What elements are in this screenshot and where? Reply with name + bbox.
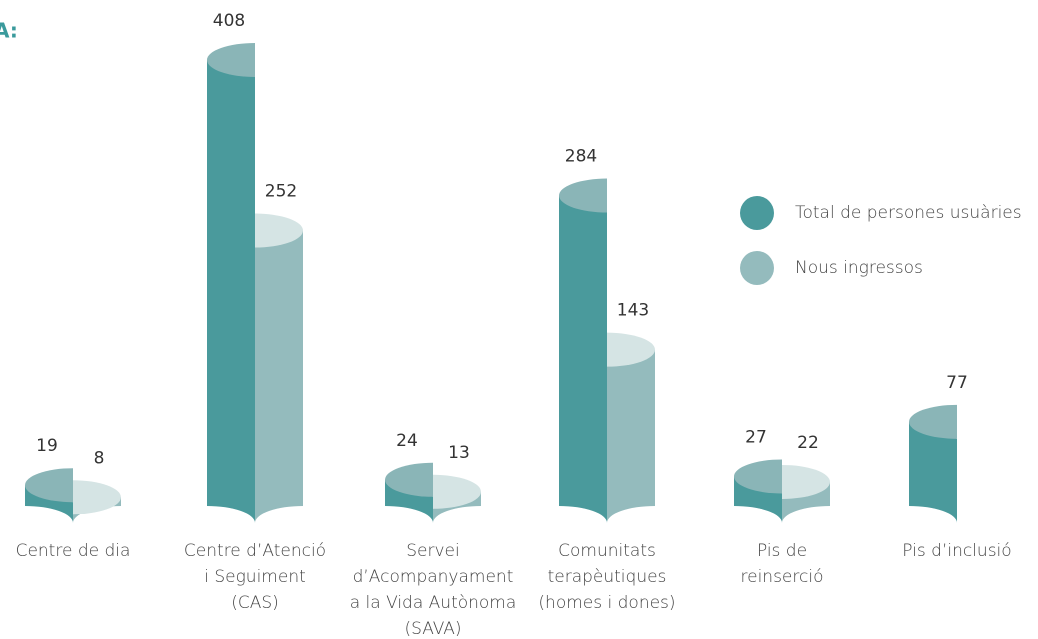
x-tick-label-line: Pis d’inclusió	[902, 541, 1011, 561]
value-label: 13	[448, 443, 470, 463]
cylinder-half	[909, 404, 957, 523]
x-tick-label-line: a la Vida Autònoma	[350, 593, 517, 613]
x-tick-label: Comunitats terapèutiques (homes i dones)	[538, 541, 675, 613]
cylinder-side	[909, 421, 957, 523]
cylinder-half	[559, 178, 607, 524]
cylinder-half	[73, 480, 121, 523]
cylinder-half	[255, 213, 303, 523]
value-label: 8	[94, 448, 105, 468]
x-tick-label: Pis d’inclusió	[902, 541, 1011, 561]
cylinder-top	[385, 462, 433, 497]
cylinder-top	[734, 459, 782, 494]
value-label: 77	[946, 373, 968, 393]
cylinder-top	[73, 480, 121, 515]
x-tick-label-line: Comunitats	[558, 541, 656, 561]
value-label: 284	[565, 147, 597, 167]
x-tick-label-line: Centre de dia	[16, 541, 131, 561]
x-tick-label-line: (CAS)	[231, 593, 279, 613]
legend-swatch	[740, 251, 774, 285]
legend-swatch	[740, 196, 774, 230]
x-tick-label: Centre d’Atenció i Seguiment (CAS)	[184, 541, 326, 613]
cylinder-half	[607, 332, 655, 523]
cylinder-side	[734, 476, 782, 523]
x-tick-label: Centre de dia	[16, 541, 131, 561]
cylinder-top	[607, 332, 655, 367]
cylinder-top	[782, 464, 831, 499]
cylinder-side	[255, 230, 303, 523]
cylinder-top	[433, 474, 482, 509]
x-tick-label-line: reinserció	[741, 567, 824, 587]
x-tick-label-line: Servei	[406, 541, 459, 561]
x-tick-label-line: i Seguiment	[204, 567, 306, 587]
cylinder-side	[207, 60, 255, 523]
value-label: 252	[265, 182, 297, 202]
x-tick-label-line: d’Acompanyament	[353, 567, 514, 587]
value-label: 143	[617, 301, 649, 321]
cylinder-top	[559, 178, 607, 213]
x-tick-label-line: terapèutiques	[548, 567, 667, 587]
value-label: 408	[213, 11, 245, 31]
value-label: 19	[36, 436, 58, 456]
x-tick-label-line: (SAVA)	[404, 619, 461, 639]
x-tick-label: Pis de reinserció	[741, 541, 824, 587]
cylinder-top	[255, 213, 303, 248]
legend-label: Total de persones usuàries	[795, 203, 1022, 223]
legend-label: Nous ingressos	[795, 258, 923, 278]
cylinder-half	[734, 459, 782, 523]
cylinder-side	[607, 349, 655, 523]
cylinder-side	[559, 195, 607, 524]
cylinder-top	[25, 468, 74, 503]
x-tick-label-line: Centre d’Atenció	[184, 541, 326, 561]
x-tick-label: Servei d’Acompanyament a la Vida Autònoma (…	[350, 541, 517, 639]
cylinder-half	[385, 462, 433, 523]
value-label: 24	[396, 431, 418, 451]
x-tick-label-line: Pis de	[757, 541, 807, 561]
cylinder-top	[207, 43, 255, 77]
value-label: 27	[745, 427, 767, 447]
cylinder-half	[433, 474, 482, 523]
value-label: 22	[797, 433, 819, 453]
chart-title: A:	[0, 19, 18, 43]
cylinder-half	[782, 464, 831, 523]
cylinder-half	[25, 468, 74, 523]
cylinder-half	[207, 43, 255, 523]
x-tick-label-line: (homes i dones)	[538, 593, 675, 613]
cylinder-top	[909, 404, 957, 439]
